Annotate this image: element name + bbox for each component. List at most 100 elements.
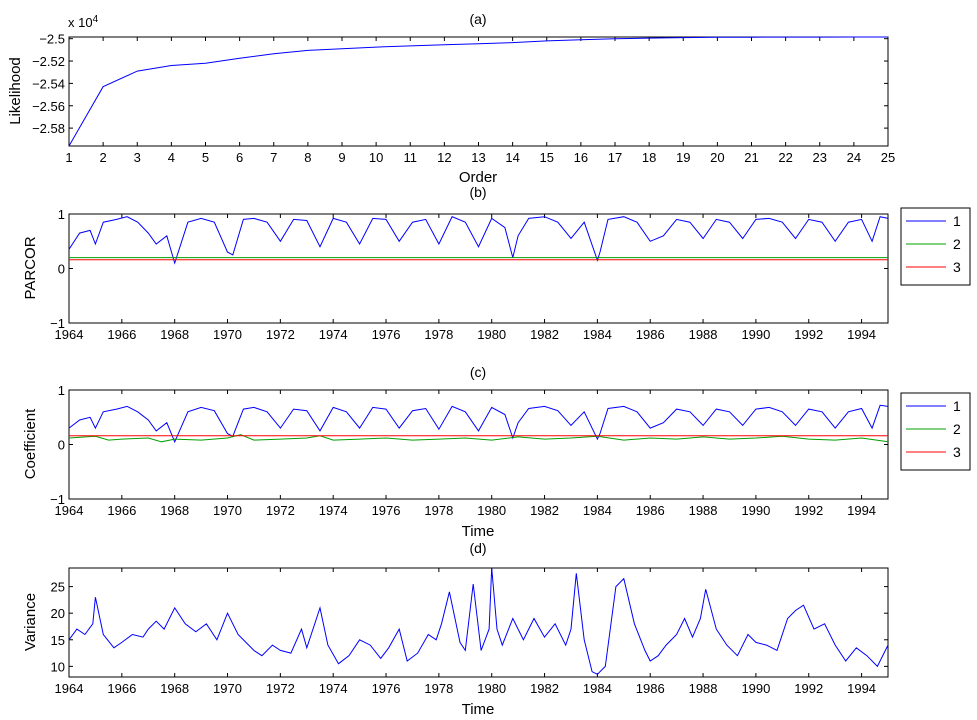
x-tick-label: 1964 bbox=[55, 681, 84, 696]
x-tick-label: 24 bbox=[847, 150, 861, 165]
x-tick-label: 1986 bbox=[636, 503, 665, 518]
legend-label-1: 1 bbox=[953, 213, 961, 229]
y-tick-label: 0 bbox=[58, 438, 65, 453]
x-tick-label: 1984 bbox=[583, 503, 612, 518]
x-tick-label: 1966 bbox=[107, 503, 136, 518]
x-tick-label: 1986 bbox=[636, 681, 665, 696]
panel-c-xlabel: Time bbox=[462, 523, 495, 540]
panel-d-ylabel: Variance bbox=[22, 593, 39, 651]
x-tick-label: 1976 bbox=[372, 503, 401, 518]
x-tick-label: 1984 bbox=[583, 327, 612, 342]
x-tick-label: 18 bbox=[642, 150, 656, 165]
x-tick-label: 1976 bbox=[372, 327, 401, 342]
legend-label-2: 2 bbox=[953, 236, 961, 252]
x-tick-label: 1970 bbox=[213, 503, 242, 518]
series-1-line bbox=[68, 404, 889, 444]
x-tick-label: 1990 bbox=[741, 503, 770, 518]
x-tick-label: 12 bbox=[437, 150, 451, 165]
x-tick-label: 1 bbox=[65, 150, 72, 165]
x-tick-label: 1970 bbox=[213, 327, 242, 342]
y-tick-label: 25 bbox=[51, 580, 65, 595]
panel-a-ticks: 1 2 3 4 5 6 7 8 9 10 11 12 13 14 15 16 17 18 19 20 21 22 23 24 2… bbox=[32, 32, 895, 165]
x-tick-label: 1968 bbox=[160, 503, 189, 518]
x-tick-label: 1986 bbox=[636, 327, 665, 342]
x-tick-label: 13 bbox=[471, 150, 485, 165]
x-tick-label: 1994 bbox=[847, 681, 876, 696]
panel-a-title: (a) bbox=[469, 11, 486, 27]
panel-d: (d) 1964 1966 1968 1970 1972 1974 1976 1978 1980… bbox=[22, 540, 889, 718]
x-tick-label: 1988 bbox=[689, 503, 718, 518]
y-tick-label: 0 bbox=[58, 262, 65, 277]
x-tick-label: 1972 bbox=[266, 327, 295, 342]
x-tick-label: 1990 bbox=[741, 327, 770, 342]
x-tick-label: 1982 bbox=[530, 681, 559, 696]
x-tick-label: 20 bbox=[710, 150, 724, 165]
panel-a-ylabel: Likelihood bbox=[7, 57, 24, 125]
panel-b-lines bbox=[68, 216, 889, 265]
x-tick-label: 1968 bbox=[160, 327, 189, 342]
y-tick-label: −2.58 bbox=[32, 121, 65, 136]
x-tick-label: 1990 bbox=[741, 681, 770, 696]
x-tick-label: 19 bbox=[676, 150, 690, 165]
panel-a: (a) 1 2 3 4 5 6 7 8 9 10 11 12 13 14 15 16 17 18 19 20 21 22 2… bbox=[7, 11, 895, 186]
x-tick-label: 25 bbox=[881, 150, 895, 165]
x-tick-label: 1968 bbox=[160, 681, 189, 696]
y-tick-label: −2.52 bbox=[32, 54, 65, 69]
x-tick-label: 1994 bbox=[847, 327, 876, 342]
x-tick-label: 5 bbox=[202, 150, 209, 165]
x-tick-label: 1992 bbox=[794, 503, 823, 518]
x-tick-label: 8 bbox=[304, 150, 311, 165]
x-tick-label: 1980 bbox=[477, 327, 506, 342]
x-tick-label: 1978 bbox=[424, 681, 453, 696]
panel-a-likelihood-line bbox=[68, 36, 888, 147]
legend-label-3: 3 bbox=[953, 444, 961, 460]
x-tick-label: 7 bbox=[270, 150, 277, 165]
panel-a-axes-frame bbox=[68, 36, 889, 147]
legend-label-1: 1 bbox=[953, 398, 961, 414]
panel-c-title: (c) bbox=[470, 364, 486, 380]
y-tick-label: 15 bbox=[51, 633, 65, 648]
x-tick-label: 1972 bbox=[266, 503, 295, 518]
panel-b-legend-box bbox=[900, 207, 971, 286]
x-tick-label: 17 bbox=[608, 150, 622, 165]
panel-c-ylabel: Coefficient bbox=[22, 408, 39, 479]
panel-c-lines bbox=[68, 404, 889, 444]
panel-d-xlabel: Time bbox=[462, 701, 495, 718]
panel-b: (b) 1964 1966 1968 1970 1972 1974 1976 1978 1980… bbox=[22, 184, 971, 342]
panel-d-ticks: 1964 1966 1968 1970 1972 1974 1976 1978 1980 1982… bbox=[51, 568, 888, 696]
x-tick-label: 21 bbox=[744, 150, 758, 165]
legend-label-2: 2 bbox=[953, 421, 961, 437]
x-tick-label: 1980 bbox=[477, 503, 506, 518]
panel-a-exponent-label: x 104 bbox=[68, 14, 99, 30]
x-tick-label: 1974 bbox=[319, 503, 348, 518]
x-tick-label: 1978 bbox=[424, 503, 453, 518]
panel-d-axes-frame bbox=[68, 567, 889, 678]
x-tick-label: 23 bbox=[813, 150, 827, 165]
y-tick-label: −2.5 bbox=[39, 32, 65, 47]
y-tick-label: −1 bbox=[50, 492, 65, 507]
x-tick-label: 1974 bbox=[319, 327, 348, 342]
panel-b-ylabel: PARCOR bbox=[22, 236, 39, 299]
x-tick-label: 3 bbox=[134, 150, 141, 165]
x-tick-label: 14 bbox=[505, 150, 519, 165]
x-tick-label: 1984 bbox=[583, 681, 612, 696]
x-tick-label: 1992 bbox=[794, 681, 823, 696]
x-tick-label: 1982 bbox=[530, 503, 559, 518]
y-tick-label: −1 bbox=[50, 316, 65, 331]
panel-c-legend-box bbox=[900, 392, 971, 471]
legend-label-3: 3 bbox=[953, 259, 961, 275]
y-tick-label: 20 bbox=[51, 606, 65, 621]
x-tick-label: 1972 bbox=[266, 681, 295, 696]
x-tick-label: 1992 bbox=[794, 327, 823, 342]
x-tick-label: 1964 bbox=[55, 327, 84, 342]
panel-d-title: (d) bbox=[469, 540, 486, 556]
panel-c: (c) 1964 1966 1968 1970 1972 1974 1976 1978 1980… bbox=[22, 364, 971, 540]
x-tick-label: 1974 bbox=[319, 681, 348, 696]
panel-b-legend: 1 2 3 bbox=[900, 207, 971, 286]
y-tick-label: 1 bbox=[58, 383, 65, 398]
panel-c-axes-frame bbox=[68, 389, 889, 500]
x-tick-label: 11 bbox=[404, 150, 418, 165]
y-tick-label: −2.54 bbox=[32, 76, 65, 91]
series-2-line bbox=[68, 434, 889, 443]
series-1-line bbox=[68, 216, 889, 265]
